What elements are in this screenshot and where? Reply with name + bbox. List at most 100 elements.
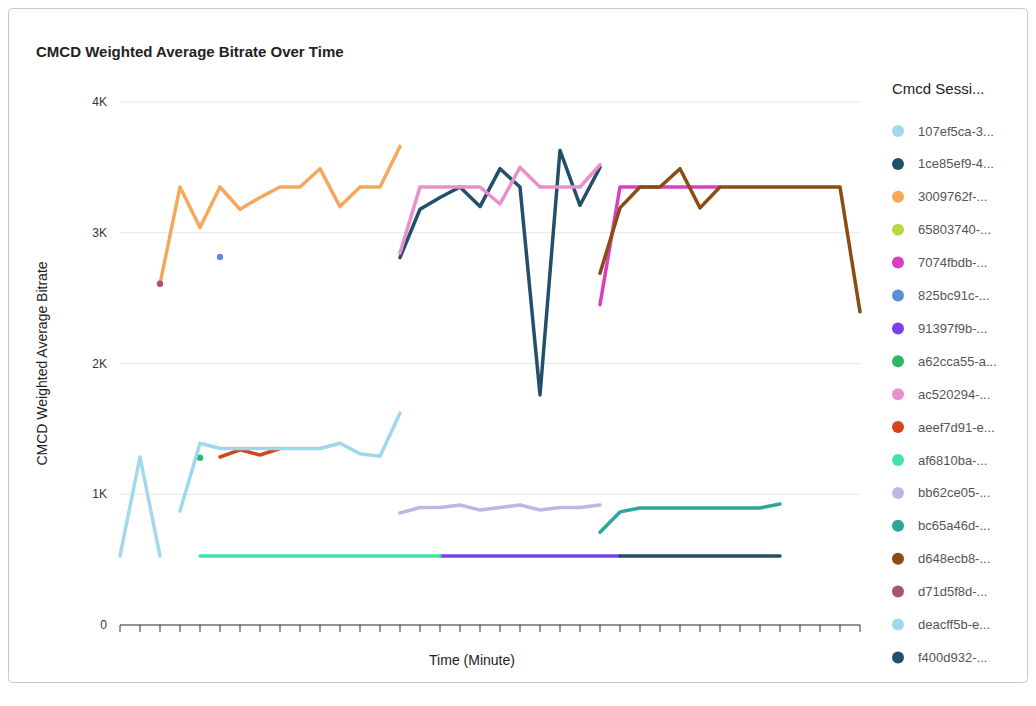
legend-swatch — [892, 191, 904, 203]
x-tick — [620, 625, 621, 632]
x-tick — [180, 625, 181, 632]
x-axis-title: Time (Minute) — [429, 652, 515, 668]
legend-swatch — [892, 290, 904, 302]
series-line — [160, 146, 400, 283]
grid-line — [120, 363, 860, 364]
series-line — [600, 169, 860, 312]
y-tick-label: 4K — [92, 95, 107, 109]
series-line — [620, 554, 780, 558]
x-tick — [380, 625, 381, 632]
series-line — [200, 554, 440, 558]
legend-swatch — [892, 619, 904, 631]
legend-label: bb62ce05-... — [918, 485, 990, 500]
legend-swatch — [892, 125, 904, 137]
legend-label: af6810ba-... — [918, 453, 987, 468]
data-point — [217, 254, 223, 260]
legend-label: deacff5b-e... — [918, 617, 990, 632]
x-tick — [460, 625, 461, 632]
x-tick — [700, 625, 701, 632]
legend-swatch — [892, 651, 904, 663]
legend-swatch — [892, 586, 904, 598]
x-tick — [560, 625, 561, 632]
x-tick — [720, 625, 721, 632]
legend-swatch — [892, 553, 904, 565]
grid-line — [120, 232, 860, 233]
y-tick-label: 3K — [92, 226, 107, 240]
series-line — [400, 165, 600, 253]
x-tick — [640, 625, 641, 632]
x-tick — [260, 625, 261, 632]
x-tick — [500, 625, 501, 632]
plot-area — [120, 146, 860, 556]
legend-label: f400d932-... — [918, 650, 987, 665]
y-tick-label: 1K — [92, 487, 107, 501]
x-tick — [220, 625, 221, 632]
y-tick-label: 2K — [92, 357, 107, 371]
x-tick — [760, 625, 761, 632]
legend-swatch — [892, 421, 904, 433]
data-point — [157, 281, 163, 287]
legend-label: 1ce85ef9-4... — [918, 156, 994, 171]
x-tick — [860, 625, 861, 632]
legend-label: d71d5f8d-... — [918, 584, 987, 599]
legend-label: aeef7d91-e... — [918, 420, 995, 435]
x-tick — [280, 625, 281, 632]
chart-title: CMCD Weighted Average Bitrate Over Time — [36, 43, 344, 60]
x-tick — [200, 625, 201, 632]
legend-label: 91397f9b-... — [918, 321, 987, 336]
x-tick — [480, 625, 481, 632]
x-tick — [660, 625, 661, 632]
x-tick — [840, 625, 841, 632]
grid-line — [120, 494, 860, 495]
legend-label: ac520294-... — [918, 387, 990, 402]
legend-label: 7074fbdb-... — [918, 255, 987, 270]
x-tick — [400, 625, 401, 632]
series-line — [120, 457, 160, 556]
legend-swatch — [892, 224, 904, 236]
x-tick — [140, 625, 141, 632]
x-tick — [360, 625, 361, 632]
x-tick — [600, 625, 601, 632]
x-tick — [240, 625, 241, 632]
legend-swatch — [892, 388, 904, 400]
x-tick — [800, 625, 801, 632]
legend-swatch — [892, 322, 904, 334]
series-line — [180, 413, 400, 511]
legend-swatch — [892, 158, 904, 170]
grid-line — [120, 625, 860, 626]
x-tick — [300, 625, 301, 632]
y-axis-title: CMCD Weighted Average Bitrate — [34, 261, 50, 465]
grid-line — [120, 102, 860, 103]
legend-swatch — [892, 355, 904, 367]
legend-swatch — [892, 454, 904, 466]
x-tick — [780, 625, 781, 632]
series-line — [400, 505, 600, 513]
legend-swatch — [892, 520, 904, 532]
x-tick — [160, 625, 161, 632]
legend-label: bc65a46d-... — [918, 518, 990, 533]
chart: CMCD Weighted Average Bitrate Over Time 0… — [0, 0, 1036, 706]
x-tick — [520, 625, 521, 632]
x-tick — [540, 625, 541, 632]
x-tick — [420, 625, 421, 632]
x-tick — [580, 625, 581, 632]
x-tick — [340, 625, 341, 632]
legend-label: a62cca55-a... — [918, 354, 997, 369]
legend-label: 65803740-... — [918, 222, 991, 237]
series-line — [600, 504, 780, 532]
legend-title: Cmcd Sessi... — [892, 80, 985, 97]
x-axis-line — [120, 625, 860, 626]
legend-swatch — [892, 487, 904, 499]
legend-label: 3009762f-... — [918, 189, 987, 204]
background — [0, 0, 1036, 706]
y-tick-label: 0 — [100, 618, 107, 632]
x-tick — [740, 625, 741, 632]
series-line — [400, 150, 600, 395]
legend-label: 107ef5ca-3... — [918, 124, 994, 139]
x-tick — [820, 625, 821, 632]
legend-swatch — [892, 257, 904, 269]
legend-label: 825bc91c-... — [918, 288, 990, 303]
x-tick — [320, 625, 321, 632]
x-tick — [120, 625, 121, 632]
x-tick — [440, 625, 441, 632]
